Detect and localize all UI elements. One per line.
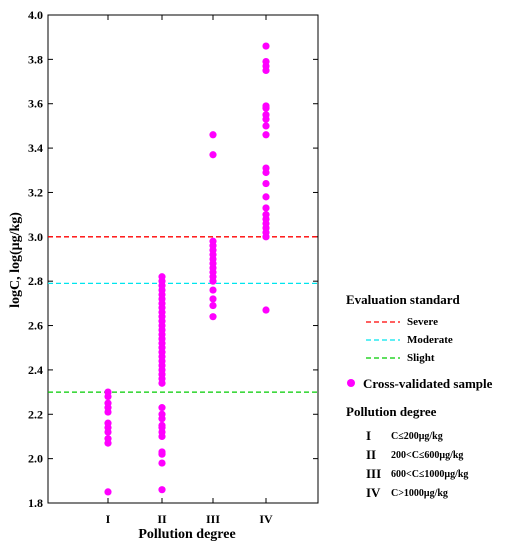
y-tick-label: 2.6 — [28, 319, 43, 333]
legend-degree-num-4: IV — [366, 485, 381, 500]
data-point — [262, 131, 270, 139]
y-tick-label: 3.4 — [28, 141, 43, 155]
y-tick-label: 2.8 — [28, 274, 43, 288]
data-point — [262, 164, 270, 172]
data-point — [104, 419, 112, 427]
x-tick-label: II — [157, 512, 167, 526]
data-point — [262, 57, 270, 66]
y-tick-label: 2.4 — [28, 363, 43, 377]
y-tick-label: 3.8 — [28, 52, 43, 66]
legend-degree-title: Pollution degree — [346, 404, 437, 419]
data-point — [209, 295, 217, 303]
data-point — [262, 306, 270, 314]
legend-degree-def-3: 600<C≤1000μg/kg — [391, 469, 468, 480]
y-tick-label: 3.2 — [28, 185, 43, 199]
data-point — [209, 286, 217, 294]
data-point — [262, 122, 270, 130]
legend-degree-def-4: C>1000μg/kg — [391, 488, 448, 499]
y-tick-label: 1.8 — [28, 496, 43, 510]
legend: Evaluation standard Severe Moderate Slig… — [346, 292, 493, 500]
y-tick-label: 3.0 — [28, 230, 43, 244]
legend-degree-def-2: 200<C≤600μg/kg — [391, 450, 463, 461]
legend-moderate-label: Moderate — [407, 334, 453, 346]
data-point — [158, 421, 166, 429]
data-point — [209, 301, 217, 310]
data-point — [209, 131, 217, 139]
legend-sample-label: Cross-validated sample — [363, 376, 493, 391]
x-tick-label: IV — [259, 512, 273, 526]
data-point — [158, 410, 166, 418]
data-point — [209, 313, 217, 321]
data-point — [158, 459, 166, 467]
data-point — [262, 42, 270, 50]
data-point — [209, 151, 217, 159]
data-point — [262, 111, 270, 119]
data-point — [262, 211, 270, 219]
data-point — [104, 488, 112, 496]
y-tick-label: 2.2 — [28, 407, 43, 421]
x-tick-label: III — [206, 512, 220, 526]
data-point — [262, 193, 270, 201]
data-point — [158, 486, 166, 494]
data-point — [104, 388, 112, 396]
data-point — [158, 273, 166, 281]
legend-slight-label: Slight — [407, 352, 435, 364]
legend-degree-num-2: II — [366, 447, 376, 462]
data-point — [262, 179, 270, 188]
legend-degree-num-3: III — [366, 466, 381, 481]
plot-area: 1.82.02.22.42.62.83.03.23.43.63.84.0I II I… — [28, 8, 319, 526]
data-point — [158, 404, 166, 412]
x-tick-label: I — [106, 512, 111, 526]
data-point — [262, 204, 270, 212]
y-tick-label: 3.6 — [28, 97, 43, 111]
data-point — [209, 237, 217, 245]
legend-degree-def-1: C≤200μg/kg — [391, 431, 443, 442]
data-point — [158, 448, 166, 456]
legend-degree-num-1: I — [366, 428, 371, 443]
plot-frame — [47, 14, 319, 504]
legend-severe-label: Severe — [407, 316, 438, 328]
legend-sample-marker — [347, 379, 355, 387]
data-point — [262, 102, 270, 110]
legend-evaluation-title: Evaluation standard — [346, 292, 461, 307]
data-point — [104, 435, 112, 443]
data-point — [104, 399, 112, 407]
y-tick-label: 2.0 — [28, 452, 43, 466]
y-tick-label: 4.0 — [28, 8, 43, 22]
y-axis-label: logC, log(μg/kg) — [8, 212, 23, 308]
x-axis-label: Pollution degree — [138, 527, 235, 542]
